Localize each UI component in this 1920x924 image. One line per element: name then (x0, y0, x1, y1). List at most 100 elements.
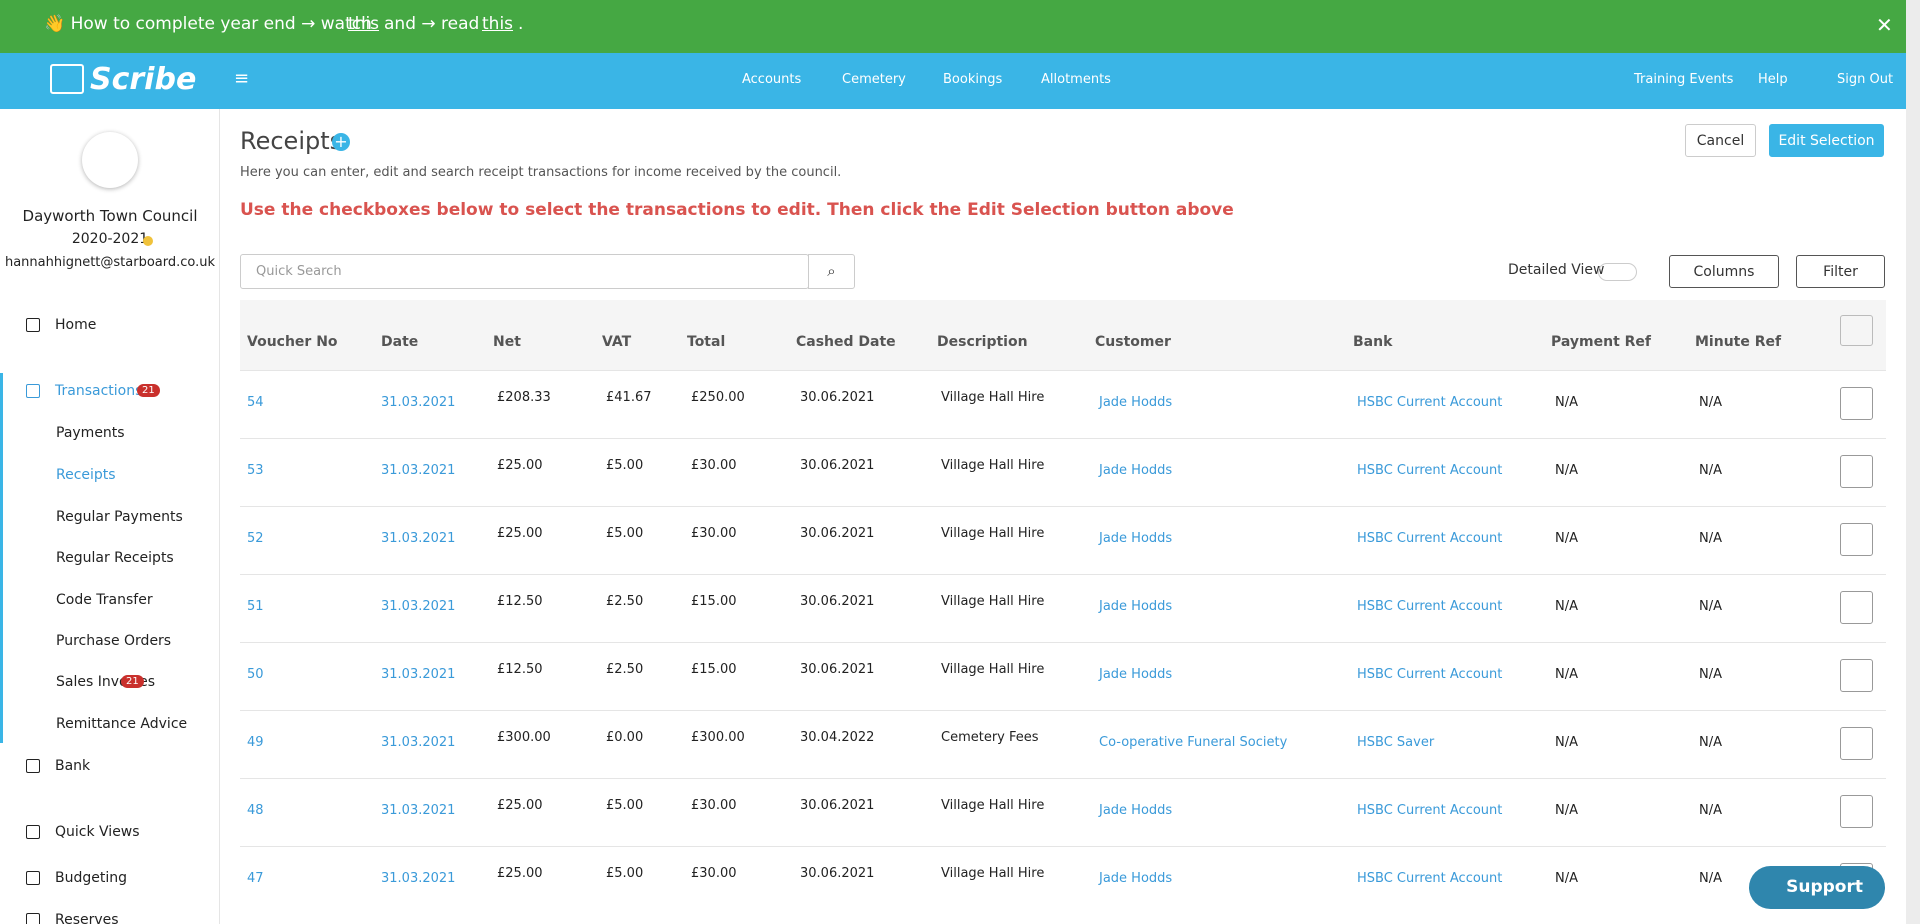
sidebar-item[interactable]: Receipts (56, 467, 116, 483)
row-checkbox[interactable] (1840, 591, 1873, 624)
nav-link[interactable]: Training Events (1634, 72, 1734, 87)
column-header[interactable]: Bank (1353, 334, 1393, 350)
filter-button[interactable]: Filter (1796, 255, 1885, 288)
cell-link[interactable]: 31.03.2021 (381, 735, 456, 750)
column-header[interactable]: Total (687, 334, 726, 350)
column-header[interactable]: Net (493, 334, 521, 350)
cell-link[interactable]: Jade Hodds (1099, 395, 1173, 410)
row-divider (240, 642, 1886, 643)
sidebar-item[interactable]: Regular Receipts (56, 550, 174, 566)
banner-link[interactable]: this (348, 14, 380, 34)
sidebar-item[interactable]: Quick Views (55, 824, 140, 840)
nav-link[interactable]: Bookings (943, 72, 1003, 87)
column-header[interactable]: Cashed Date (796, 334, 896, 350)
row-checkbox[interactable] (1840, 659, 1873, 692)
cell-link[interactable]: 31.03.2021 (381, 599, 456, 614)
column-header[interactable]: Description (937, 334, 1028, 350)
row-checkbox[interactable] (1840, 727, 1873, 760)
cell-link[interactable]: Jade Hodds (1099, 463, 1173, 478)
sidebar-item[interactable]: Regular Payments (56, 509, 183, 525)
cell-link[interactable]: 53 (247, 463, 264, 478)
cell-link[interactable]: HSBC Current Account (1357, 531, 1503, 546)
cell-link[interactable]: 31.03.2021 (381, 531, 456, 546)
row-divider (240, 846, 1886, 847)
cell-link[interactable]: 31.03.2021 (381, 803, 456, 818)
detailed-view-toggle[interactable] (1598, 263, 1637, 281)
cell-link[interactable]: 48 (247, 803, 264, 818)
sidebar-item[interactable]: Remittance Advice (56, 716, 188, 732)
table-cell: N/A (1699, 803, 1722, 818)
edit-selection-button[interactable]: Edit Selection (1769, 124, 1884, 157)
banner-link[interactable]: this (482, 14, 514, 34)
column-header[interactable]: Minute Ref (1695, 334, 1782, 350)
quick-search[interactable]: Quick Search (240, 254, 809, 289)
nav-link[interactable]: Accounts (742, 72, 802, 87)
cell-link[interactable]: HSBC Current Account (1357, 667, 1503, 682)
sidebar-item[interactable]: Purchase Orders (56, 633, 172, 649)
table-cell: N/A (1699, 667, 1722, 682)
sidebar-item[interactable]: Transactions (55, 383, 143, 399)
select-all-checkbox[interactable] (1840, 315, 1873, 346)
logo-mark[interactable] (50, 64, 84, 94)
sidebar-item[interactable]: Code Transfer (56, 592, 153, 608)
table-cell: Village Hall Hire (941, 594, 1045, 609)
banner-close[interactable]: ✕ (1876, 13, 1893, 37)
row-checkbox[interactable] (1840, 387, 1873, 420)
cell-link[interactable]: HSBC Current Account (1357, 803, 1503, 818)
table-cell: N/A (1699, 463, 1722, 478)
table-cell: Village Hall Hire (941, 662, 1045, 677)
column-header[interactable]: Voucher No (247, 334, 338, 350)
sidebar-item[interactable]: Reserves (55, 912, 119, 924)
sidebar-item[interactable]: Budgeting (55, 870, 128, 886)
cell-link[interactable]: 31.03.2021 (381, 667, 456, 682)
cell-link[interactable]: 31.03.2021 (381, 395, 456, 410)
banner (0, 0, 1906, 53)
column-header[interactable]: Payment Ref (1551, 334, 1652, 350)
cell-link[interactable]: Jade Hodds (1099, 531, 1173, 546)
logo[interactable]: Scribe (90, 62, 197, 97)
cell-link[interactable]: HSBC Current Account (1357, 871, 1503, 886)
sidebar-item[interactable]: Home (55, 317, 97, 333)
column-header[interactable]: VAT (602, 334, 632, 350)
table-cell: N/A (1699, 395, 1722, 410)
cell-link[interactable]: 49 (247, 735, 264, 750)
cell-link[interactable]: 31.03.2021 (381, 463, 456, 478)
cell-link[interactable]: 54 (247, 395, 264, 410)
cell-link[interactable]: 50 (247, 667, 264, 682)
cell-link[interactable]: Jade Hodds (1099, 667, 1173, 682)
cell-link[interactable]: HSBC Saver (1357, 735, 1435, 750)
column-header[interactable]: Customer (1095, 334, 1171, 350)
nav-link[interactable]: Cemetery (842, 72, 906, 87)
cell-link[interactable]: Co-operative Funeral Society (1099, 735, 1288, 750)
cell-link[interactable]: 52 (247, 531, 264, 546)
row-checkbox[interactable] (1840, 523, 1873, 556)
sidebar-item[interactable]: Bank (55, 758, 91, 774)
cell-link[interactable]: HSBC Current Account (1357, 395, 1503, 410)
cell-link[interactable]: Jade Hodds (1099, 599, 1173, 614)
cell-link[interactable]: 51 (247, 599, 264, 614)
sidebar-item[interactable]: Payments (56, 425, 125, 441)
year-dot (143, 236, 153, 246)
cell-link[interactable]: HSBC Current Account (1357, 463, 1503, 478)
cell-link[interactable]: HSBC Current Account (1357, 599, 1503, 614)
cell-link[interactable]: Jade Hodds (1099, 803, 1173, 818)
nav-link[interactable]: Help (1758, 72, 1788, 87)
search-button[interactable]: ⌕ (808, 254, 855, 289)
table-cell: £5.00 (606, 798, 644, 813)
support-button[interactable]: Support (1749, 866, 1885, 909)
cancel-button[interactable]: Cancel (1685, 124, 1756, 157)
menu-toggle[interactable]: ≡ (234, 68, 250, 89)
row-checkbox[interactable] (1840, 795, 1873, 828)
row-checkbox[interactable] (1840, 455, 1873, 488)
cell-link[interactable]: Jade Hodds (1099, 871, 1173, 886)
nav-link[interactable]: Allotments (1041, 72, 1111, 87)
table-cell: N/A (1699, 531, 1722, 546)
cell-link[interactable]: 31.03.2021 (381, 871, 456, 886)
column-header[interactable]: Date (381, 334, 419, 350)
cell-link[interactable]: 47 (247, 871, 264, 886)
columns-button[interactable]: Columns (1669, 255, 1779, 288)
add-button[interactable]: + (332, 133, 350, 151)
nav-link[interactable]: Sign Out (1837, 72, 1894, 87)
